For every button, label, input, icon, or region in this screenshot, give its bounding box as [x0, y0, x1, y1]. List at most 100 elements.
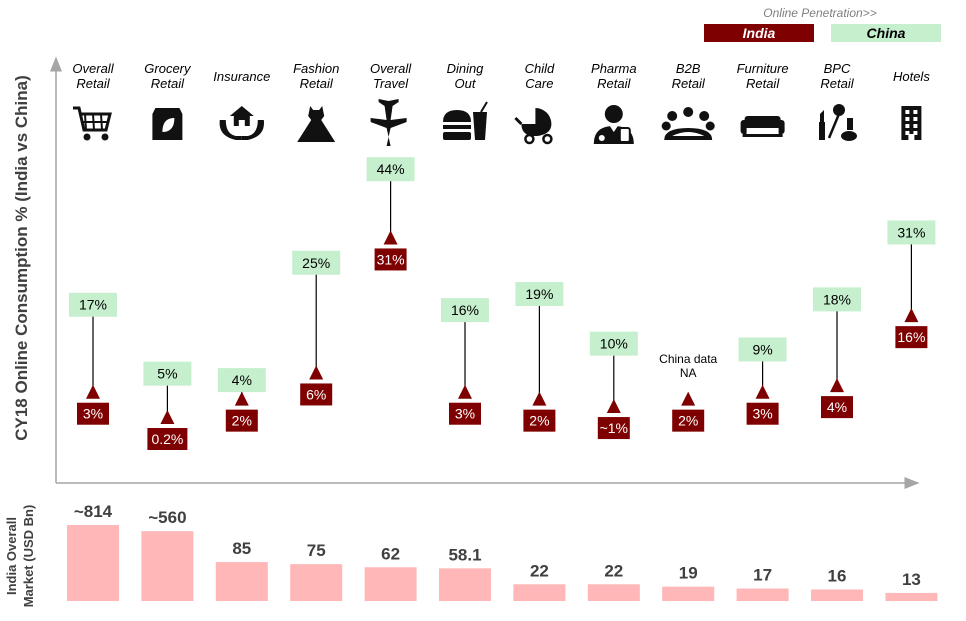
- business-meeting-icon: [661, 107, 715, 140]
- india-value-box: [597, 417, 630, 440]
- china-value-box: [887, 220, 936, 245]
- china-value-label: 44%: [377, 161, 405, 177]
- category-label: BPC: [824, 61, 851, 76]
- category-label: Dining: [447, 61, 485, 76]
- china-value-label: 18%: [823, 291, 851, 307]
- market-bar: [811, 589, 863, 601]
- india-value-box: [300, 383, 333, 406]
- market-bar: [513, 584, 566, 601]
- y-axis-title-consumption: CY18 Online Consumption % (India vs Chin…: [12, 75, 31, 441]
- category-hotels: Hotels 31% 16% 13: [885, 69, 938, 601]
- y-axis-title-market-line2: Market (USD Bn): [21, 505, 36, 608]
- category-label: Grocery: [144, 61, 192, 76]
- china-value-label: 25%: [302, 255, 330, 271]
- china-value-box: [515, 282, 564, 307]
- category-label: Retail: [672, 76, 706, 91]
- market-value-label: 22: [530, 561, 549, 580]
- market-bar: [364, 567, 417, 601]
- category-label: Overall: [370, 61, 412, 76]
- category-label: Care: [525, 76, 553, 91]
- china-value-box: [738, 337, 787, 362]
- india-value-box: [523, 409, 556, 432]
- market-value-label: 16: [828, 567, 847, 586]
- india-value-box: [225, 409, 258, 432]
- category-label: Hotels: [893, 69, 930, 84]
- india-value-box: [449, 402, 481, 425]
- category-label: B2B: [676, 61, 701, 76]
- market-value-label: 62: [381, 544, 400, 563]
- market-value-label: 75: [307, 541, 326, 560]
- india-value-box: [746, 402, 779, 425]
- category-label: Child: [525, 61, 555, 76]
- india-value-label: 16%: [897, 329, 925, 345]
- market-value-label: ~814: [74, 502, 113, 521]
- category-label: Retail: [597, 76, 631, 91]
- market-value-label: 19: [679, 564, 698, 583]
- category-label: Retail: [746, 76, 780, 91]
- categories-layer: OverallRetail17%3%~814GroceryRetail5%0.2…: [67, 61, 938, 601]
- india-marker: [160, 410, 175, 424]
- market-bar: [439, 568, 491, 601]
- category-label: Overall: [72, 61, 114, 76]
- china-value-box: [813, 287, 861, 312]
- category-label: Pharma: [591, 61, 637, 76]
- insurance-icon: [219, 106, 264, 140]
- india-marker: [234, 391, 249, 406]
- india-marker: [606, 399, 621, 414]
- market-bar: [141, 531, 194, 601]
- china-value-box: [292, 250, 341, 275]
- cosmetics-icon: [819, 104, 857, 141]
- india-value-label: 31%: [377, 251, 405, 267]
- china-value-label: 16%: [451, 302, 479, 318]
- india-value-label: 4%: [827, 399, 847, 415]
- airplane-icon: [370, 99, 407, 147]
- fast-food-icon: [443, 101, 488, 140]
- category-label: Retail: [820, 76, 854, 91]
- dress-icon: [297, 106, 336, 142]
- market-value-label: 85: [232, 539, 251, 558]
- market-bar: [587, 584, 640, 601]
- india-value-label: 3%: [455, 406, 475, 422]
- india-value-label: 3%: [752, 406, 772, 422]
- india-value-label: 6%: [306, 386, 326, 402]
- category-label: Retail: [300, 76, 334, 91]
- category-label: Retail: [76, 76, 110, 91]
- category-label: Out: [455, 76, 477, 91]
- legend-india-swatch: [704, 24, 814, 42]
- india-marker: [904, 308, 919, 323]
- china-value-label: 4%: [232, 372, 252, 388]
- india-value-label: 2%: [232, 413, 252, 429]
- india-value-label: 2%: [678, 413, 698, 429]
- market-value-label: 22: [604, 561, 623, 580]
- china-value-label: 10%: [600, 336, 628, 352]
- legend-india-label: India: [743, 25, 776, 41]
- category-label: Insurance: [213, 69, 270, 84]
- category-label: Retail: [151, 76, 185, 91]
- india-value-box: [374, 248, 407, 271]
- china-value-box: [589, 331, 638, 356]
- sofa-icon: [740, 116, 785, 137]
- india-value-box: [821, 396, 853, 419]
- market-value-label: 58.1: [448, 545, 481, 564]
- baby-stroller-icon: [514, 108, 553, 145]
- india-value-box: [77, 402, 109, 425]
- market-bar: [290, 564, 343, 601]
- market-value-label: 13: [902, 570, 921, 589]
- china-value-box: [366, 157, 415, 182]
- china-value-label: 5%: [157, 366, 177, 382]
- legend: Online Penetration>> India China: [704, 6, 941, 42]
- china-value-label: 31%: [897, 224, 925, 240]
- china-na-label: China data: [659, 352, 717, 366]
- india-marker: [755, 384, 770, 399]
- china-value-box: [441, 298, 489, 323]
- category-label: Fashion: [293, 61, 339, 76]
